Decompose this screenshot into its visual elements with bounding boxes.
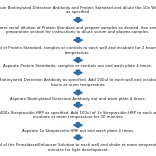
Polygon shape — [74, 38, 82, 42]
Text: Add 100ul of Protein Standard, samples or controls to each well and incubate for: Add 100ul of Protein Standard, samples o… — [0, 46, 156, 55]
Text: Add 100ul of the Peroxidase/Enhancer Solution to each well and shake at room tem: Add 100ul of the Peroxidase/Enhancer Sol… — [0, 143, 156, 152]
Polygon shape — [74, 18, 82, 22]
Text: Aspirate Protein Standards, samples or controls out and wash plate 4 times.: Aspirate Protein Standards, samples or c… — [3, 64, 153, 68]
Text: Dilute 400x Streptavidin-HRP as specified. Add 100ul of 1x Streptavidin-HRP to e: Dilute 400x Streptavidin-HRP as specifie… — [0, 111, 156, 119]
Text: Reconstitute Biotinylated Detection Antibody and Protein Standard and dilute the: Reconstitute Biotinylated Detection Anti… — [0, 6, 156, 14]
Polygon shape — [74, 103, 82, 107]
Text: Dilute Biotinylated Detection Antibody as specified. Add 100ul to each well and : Dilute Biotinylated Detection Antibody a… — [0, 78, 156, 87]
Polygon shape — [74, 123, 82, 127]
Polygon shape — [74, 58, 82, 63]
Text: Aspirate 1x Streptavidin-HRP out and wash plate 4 times.: Aspirate 1x Streptavidin-HRP out and was… — [22, 129, 134, 133]
Polygon shape — [74, 135, 82, 140]
Text: Perform serial dilution of Protein Standard and prepare samples as desired. See : Perform serial dilution of Protein Stand… — [0, 26, 156, 34]
Polygon shape — [74, 90, 82, 95]
Polygon shape — [74, 70, 82, 75]
Text: Aspirate Biotinylated Detection Antibody out and wash plate 4 times.: Aspirate Biotinylated Detection Antibody… — [10, 97, 146, 101]
